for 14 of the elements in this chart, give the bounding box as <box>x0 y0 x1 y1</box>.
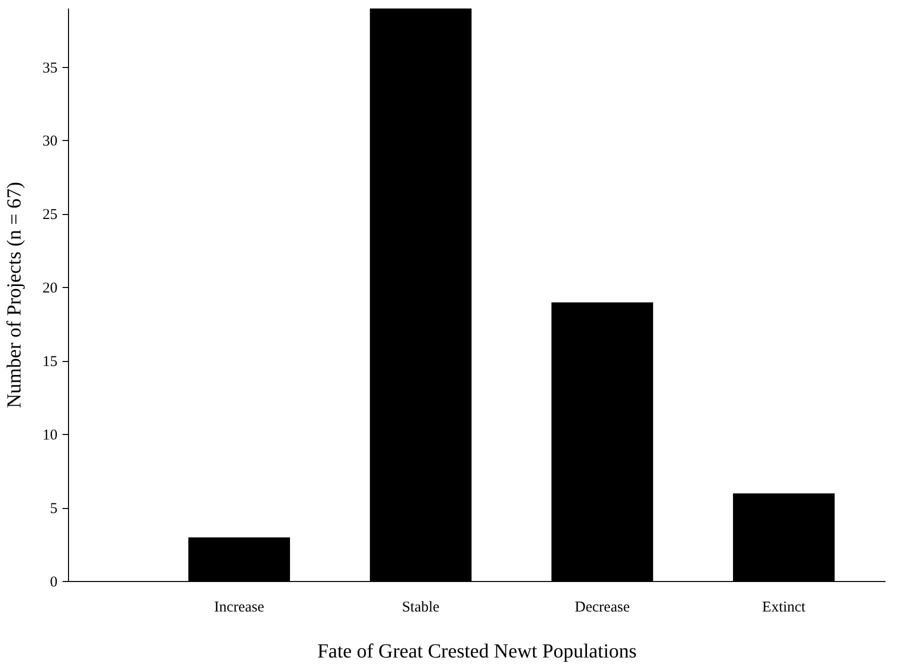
x-tick-label: Stable <box>402 600 440 616</box>
y-tick-label: 5 <box>50 501 58 518</box>
y-tick-label: 20 <box>42 280 58 297</box>
y-tick-label: 15 <box>42 354 58 370</box>
y-tick-label: 10 <box>42 428 58 444</box>
y-tick-label: 30 <box>42 134 58 150</box>
x-tick-label: Extinct <box>762 600 806 616</box>
x-tick-label: Decrease <box>574 600 630 616</box>
y-axis-title: Number of Projects (n = 67) <box>4 182 26 408</box>
x-tick-label: Increase <box>214 600 264 616</box>
y-tick-label: 25 <box>42 207 58 224</box>
y-tick-label: 0 <box>50 574 58 590</box>
y-tick-label: 35 <box>42 60 58 76</box>
x-axis-title: Fate of Great Crested Newt Populations <box>317 640 637 662</box>
